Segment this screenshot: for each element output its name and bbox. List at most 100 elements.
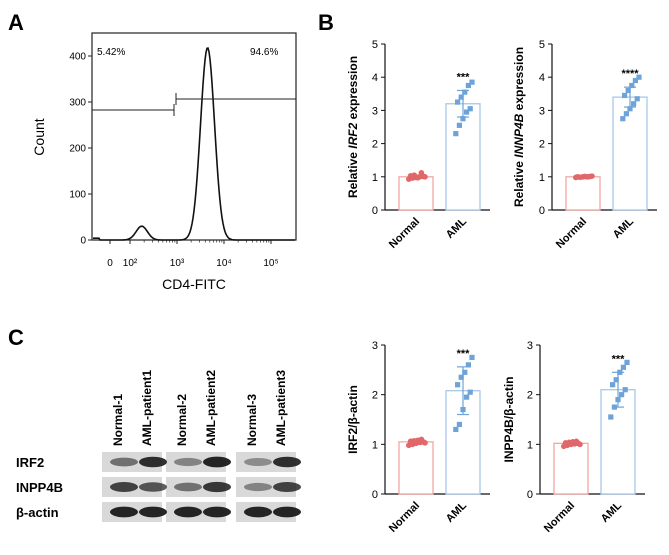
data-point-aml <box>453 131 459 137</box>
y-tick-label: 4 <box>539 72 545 84</box>
lane-label: AML-patient3 <box>274 370 288 446</box>
data-point-aml <box>465 82 471 89</box>
histogram-curve <box>93 47 295 241</box>
y-axis-label-prefix: Relative <box>346 149 360 198</box>
y-tick-label: 5 <box>372 39 378 51</box>
panel-a-label: A <box>8 10 24 35</box>
blot-band <box>203 481 231 493</box>
y-tick-label: 4 <box>372 72 378 84</box>
data-point-aml <box>620 116 626 122</box>
data-point-aml <box>631 101 637 107</box>
y-axis-label: IRF2/β-actin <box>346 385 360 454</box>
y-axis-label-gene: INNP4B <box>512 113 526 157</box>
data-point-normal <box>422 440 428 446</box>
blot-band <box>273 482 301 492</box>
data-point-normal <box>577 441 583 448</box>
y-tick-label: 1 <box>527 439 533 451</box>
blot-band <box>110 457 138 467</box>
data-point-aml <box>467 106 473 112</box>
data-point-aml <box>455 99 461 105</box>
y-tick-label: 2 <box>372 139 378 151</box>
row-label: IRF2 <box>16 455 44 470</box>
bar-aml <box>612 96 648 211</box>
histogram-y-ticks: 0 100 200 300 400 <box>69 52 92 247</box>
y-axis-label-prefix: Relative <box>512 158 526 207</box>
data-point-aml <box>615 397 621 403</box>
histogram-gate <box>92 93 296 116</box>
blot-band <box>110 482 138 492</box>
lane-label: Normal-3 <box>245 394 259 446</box>
data-point-aml <box>632 77 638 84</box>
y-axis-label: Relative INNP4B expression <box>512 47 526 207</box>
significance-marker: *** <box>612 353 626 365</box>
blot-strip <box>236 477 296 497</box>
hist-ytick-label: 300 <box>69 98 86 109</box>
data-point-aml <box>623 111 629 117</box>
y-tick-label: 0 <box>372 205 378 217</box>
data-point-aml <box>462 89 468 95</box>
data-point-aml <box>456 421 462 428</box>
row-label: β-actin <box>16 505 59 520</box>
y-tick-label: 3 <box>372 105 378 117</box>
data-point-aml <box>460 116 466 122</box>
y-tick-label: 0 <box>539 205 545 217</box>
blot-strip <box>166 452 226 472</box>
significance-marker: *** <box>457 71 471 83</box>
blot-band <box>244 482 272 492</box>
data-point-aml <box>617 369 623 375</box>
data-point-aml <box>636 74 642 80</box>
significance-marker: *** <box>457 348 471 360</box>
blot-band <box>174 482 202 492</box>
y-tick-label: 3 <box>372 340 378 352</box>
data-point-aml <box>624 359 630 365</box>
data-point-aml <box>458 94 464 100</box>
y-tick-label: 1 <box>372 439 378 451</box>
category-label-normal: Normal <box>387 500 422 535</box>
hist-ytick-label: 400 <box>69 52 86 63</box>
chart-innp4b-expression: 0 1 2 3 4 5 Relative INNP4B expression Normal AM… <box>512 39 657 251</box>
y-tick-label: 1 <box>539 172 545 184</box>
data-point-aml <box>622 92 628 99</box>
y-tick-label: 5 <box>539 39 545 51</box>
data-point-aml <box>456 122 462 128</box>
gate-left-percent: 5.42% <box>97 47 125 58</box>
data-point-normal <box>589 173 595 179</box>
data-point-aml <box>469 79 475 85</box>
data-point-aml <box>465 362 471 368</box>
category-label-aml: AML <box>611 215 637 241</box>
blot-band <box>139 482 167 492</box>
bar-normal <box>398 441 434 495</box>
chart-irf2-beta-actin: 0 1 2 3 IRF2/β-actin Normal AML *** <box>346 340 490 535</box>
blot-band <box>110 506 138 518</box>
lane-label: AML-patient2 <box>204 370 218 446</box>
y-tick-label: 3 <box>539 105 545 117</box>
category-label-normal: Normal <box>542 500 577 535</box>
bar-aml <box>445 103 481 211</box>
data-point-aml <box>608 414 614 420</box>
data-point-aml <box>620 364 626 370</box>
y-tick-label: 2 <box>527 390 533 402</box>
data-point-aml <box>627 106 633 112</box>
y-tick-label: 1 <box>372 172 378 184</box>
data-point-aml <box>469 354 475 361</box>
y-tick-label: 0 <box>527 489 533 501</box>
category-label-normal: Normal <box>387 216 422 251</box>
hist-ytick-label: 0 <box>80 236 86 247</box>
y-axis-label: INPP4B/β-actin <box>502 376 516 462</box>
hist-xtick-label: 10⁵ <box>263 258 278 269</box>
data-point-normal <box>418 170 425 176</box>
data-point-aml <box>455 382 461 388</box>
data-point-aml <box>634 96 640 102</box>
blot-band <box>273 506 301 518</box>
chart-inpp4b-beta-actin: 0 1 2 3 INPP4B/β-actin Normal AML *** <box>502 340 645 535</box>
y-tick-label: 0 <box>372 489 378 501</box>
histogram-frame <box>91 32 297 241</box>
y-tick-label: 2 <box>539 139 545 151</box>
significance-marker: **** <box>621 68 639 80</box>
data-point-aml <box>629 82 635 89</box>
blot-band <box>203 456 231 468</box>
bar-normal <box>553 442 589 495</box>
category-label-aml: AML <box>444 499 470 525</box>
lane-label: AML-patient1 <box>140 370 154 446</box>
